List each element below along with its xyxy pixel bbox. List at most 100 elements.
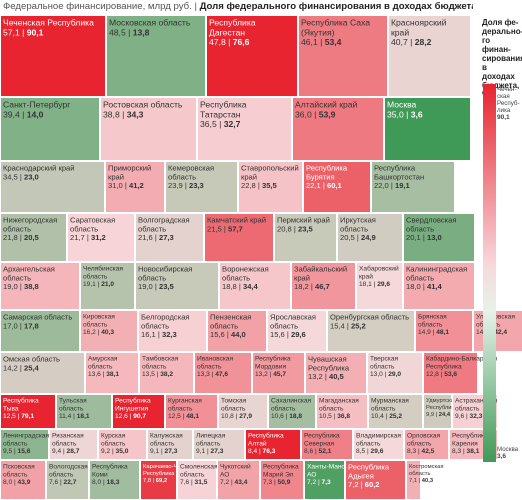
treemap-rect (105, 161, 165, 213)
region-name-label: Кемеровская область (168, 164, 214, 182)
region-value-label: 20,1 | 13,0 (406, 233, 442, 242)
region-value-label: 47,8 | 76,6 (209, 37, 250, 47)
region-name-label: Владимирская область (356, 433, 401, 448)
treemap-rect (268, 394, 316, 429)
region-name-label: Астраханская область (455, 398, 498, 413)
region-value-label: 40,7 | 28,2 (391, 37, 432, 47)
treemap-rect (473, 310, 522, 352)
region-value-label: 31,0 | 41,2 (108, 181, 144, 190)
region-value-label: 18,8 | 34,4 (222, 282, 259, 291)
treemap-cell: Республика Марий Эл7,3 | 50,9 (260, 460, 304, 500)
region-value-label: 10,5 | 36,8 (319, 413, 350, 420)
region-value-label: 13,0 | 29,0 (370, 371, 401, 378)
treemap-rect (217, 460, 260, 500)
region-value-label: 7,2 | 7,3 (307, 479, 331, 486)
region-name-label: Саратовская область (70, 216, 115, 234)
region-value-label: 36,5 | 32,7 (200, 119, 241, 129)
region-value-label: 19,1 | 21,0 (83, 281, 114, 288)
region-value-label: 9,9 | 24,4 (426, 412, 451, 418)
region-name-label: Чеченская Республика (3, 18, 94, 28)
treemap-rect (194, 352, 252, 394)
treemap-rect (112, 394, 165, 429)
region-value-label: 36,0 | 53,9 (295, 109, 336, 119)
treemap-cell: Республика Саха (Якутия)46,1 | 53,4 (298, 15, 388, 97)
region-value-label: 7,8 | 69,2 (143, 478, 167, 484)
region-name-label: Волгоградская область (138, 216, 190, 234)
treemap-rect (219, 262, 291, 310)
region-value-label: 16,1 | 32,3 (141, 330, 177, 339)
treemap-cell: Ханты-Мансийский АО7,2 | 7,3 (304, 460, 366, 500)
region-value-label: 39,4 | 14,0 (3, 109, 44, 119)
treemap-rect (207, 310, 267, 352)
region-name-label: Краснодарский край (3, 164, 75, 173)
region-name-label: Республика Алтай (248, 432, 284, 448)
region-value-label: 15,6 | 29,6 (270, 330, 306, 339)
region-value-label: 8,0 | 43,9 (3, 479, 31, 486)
chart-title: Федеральное финансирование, млрд руб. | … (3, 0, 473, 14)
region-name-label: Ставропольский край (241, 164, 299, 182)
region-value-label: 7,6 | 22,7 (49, 479, 77, 486)
region-name-label: Липецкая область (196, 433, 226, 448)
region-name-label: Белгородская область (141, 313, 190, 331)
region-name-label: Республика Адыгея (348, 463, 390, 481)
region-value-label: 13,2 | 40,5 (308, 372, 345, 381)
treemap-rect (238, 161, 303, 213)
region-value-label: 21,6 | 27,3 (138, 233, 174, 242)
region-value-label: 57,1 | 90,1 (3, 27, 44, 37)
region-name-label: Псковская область (3, 464, 35, 479)
chart-title-left: Федеральное финансирование, млрд руб. (3, 1, 192, 12)
region-name-label: Республика Марий Эл (263, 463, 299, 479)
region-value-label: 8,3 | 42,5 (407, 448, 435, 455)
treemap-rect (0, 460, 46, 500)
region-value-label: 20,8 | 23,5 (277, 224, 314, 233)
treemap-rect (0, 394, 56, 429)
region-name-label: Красноярский край (391, 18, 447, 38)
region-value-label: 23,9 | 23,3 (168, 181, 204, 190)
treemap-rect (337, 213, 403, 262)
region-value-label: 34,5 | 23,0 (3, 172, 39, 181)
region-name-label: Республика Мордовия (255, 355, 291, 371)
region-value-label: 7,6 | 31,5 (180, 479, 208, 486)
treemap-rect (384, 97, 471, 161)
region-value-label: 7,3 | 50,9 (263, 479, 291, 486)
region-name-label: Вологодская область (49, 464, 88, 479)
legend-min-value: 3,6 (497, 453, 507, 460)
region-name-label: Чувашская Республика (308, 355, 350, 373)
region-value-label: 18,2 | 46,7 (294, 282, 330, 291)
region-value-label: 46,1 | 53,4 (301, 37, 342, 47)
treemap-rect (67, 213, 135, 262)
region-value-label: 10,4 | 25,2 (371, 413, 402, 420)
treemap-rect (0, 97, 100, 161)
treemap-rect (197, 97, 292, 161)
treemap-rect (274, 213, 337, 262)
region-value-label: 8,3 | 38,1 (452, 448, 480, 455)
region-value-label: 35,0 | 3,6 (387, 109, 423, 119)
region-value-label: 14,9 | 48,1 (418, 329, 449, 336)
region-value-label: 19,0 | 23,5 (138, 282, 175, 291)
region-name-label: Республика Бурятия (306, 164, 348, 182)
